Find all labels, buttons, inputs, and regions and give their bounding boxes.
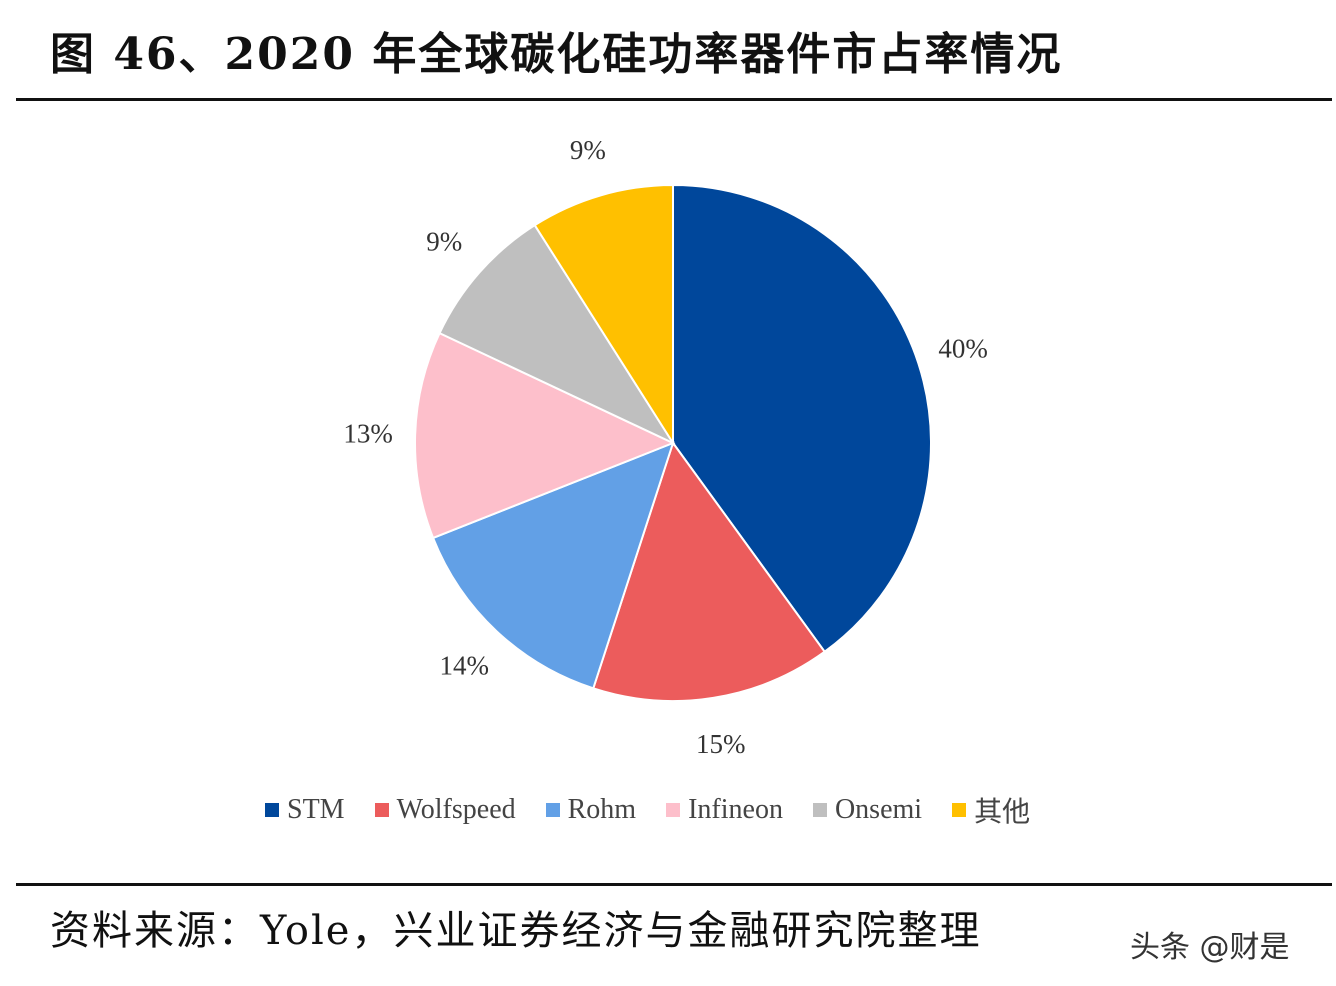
source-divider bbox=[16, 883, 1332, 886]
legend-swatch bbox=[265, 803, 279, 817]
pie-slice-wolfspeed bbox=[592, 440, 827, 702]
data-label: 13% bbox=[343, 418, 393, 448]
chart-title: 图 46、2020 年全球碳化硅功率器件市占率情况 bbox=[50, 29, 1063, 80]
pie-slice-infineon bbox=[414, 331, 676, 540]
legend: STM Wolfspeed Rohm Infineon Onsemi 其他 bbox=[265, 790, 1030, 830]
legend-label: STM bbox=[287, 794, 345, 825]
pie-slice-rohm bbox=[431, 441, 675, 690]
data-label: 14% bbox=[439, 650, 489, 680]
legend-swatch bbox=[812, 803, 827, 817]
pie-slice-onsemi bbox=[438, 223, 676, 446]
legend-item: Wolfspeed bbox=[374, 790, 516, 830]
title-divider bbox=[16, 98, 1332, 101]
legend-item: Infineon bbox=[666, 790, 783, 830]
legend-swatch bbox=[545, 803, 560, 817]
legend-label: Onsemi bbox=[834, 794, 923, 825]
legend-label: Wolfspeed bbox=[396, 794, 516, 825]
legend-swatch bbox=[374, 803, 389, 817]
data-label: 15% bbox=[696, 729, 746, 759]
watermark: 头条 @财是 bbox=[1130, 930, 1290, 965]
pie-slice-其他 bbox=[533, 183, 674, 447]
pie-slice-stm bbox=[672, 183, 932, 654]
data-label: 40% bbox=[938, 334, 988, 364]
legend-item: Rohm bbox=[545, 790, 637, 830]
legend-swatch bbox=[666, 803, 681, 817]
legend-item: Onsemi bbox=[812, 790, 923, 830]
source-note: 资料来源：Yole，兴业证券经济与金融研究院整理 bbox=[50, 908, 982, 954]
data-label: 9% bbox=[426, 226, 462, 256]
legend-item: 其他 bbox=[952, 790, 1030, 830]
legend-label: Rohm bbox=[567, 794, 637, 825]
legend-swatch bbox=[952, 803, 967, 817]
legend-label: Infineon bbox=[688, 794, 783, 825]
legend-label: 其他 bbox=[974, 797, 1031, 828]
legend-item: STM bbox=[265, 790, 345, 830]
data-label: 9% bbox=[570, 135, 606, 165]
